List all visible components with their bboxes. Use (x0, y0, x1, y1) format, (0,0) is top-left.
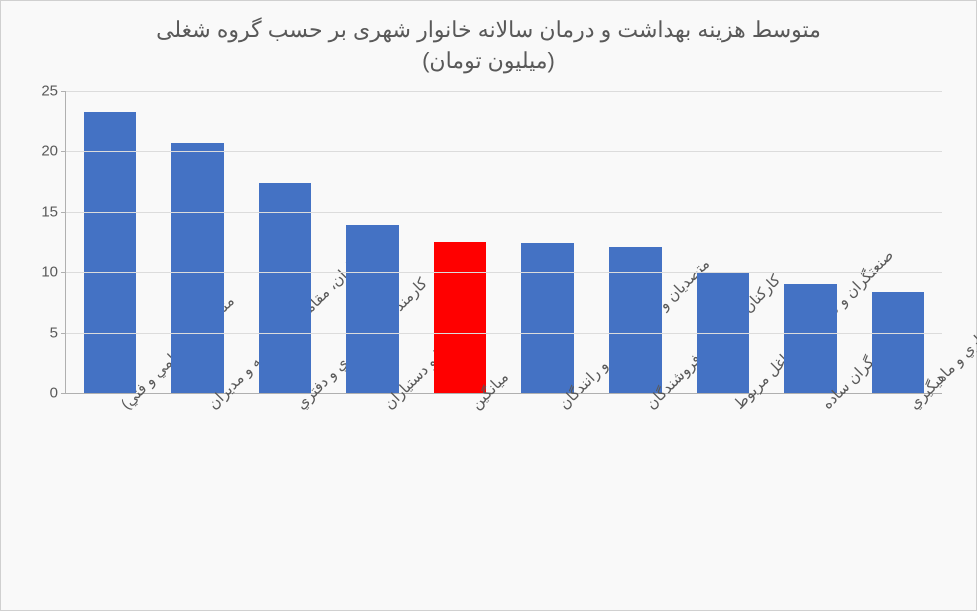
y-tick-label: 0 (50, 385, 66, 402)
bars-wrap: متخصصان (علمي و فني)قانونگذاران، مقامات … (66, 91, 942, 393)
bar (434, 242, 487, 393)
bar-slot: قانونگذاران، مقامات عالي‌رتبه و مديران (154, 91, 242, 393)
y-tick-label: 15 (41, 203, 66, 220)
bar-slot: كاركنان ماهر كشاورزي، جنگلداري و ماهيگير… (854, 91, 942, 393)
plot-area: متخصصان (علمي و فني)قانونگذاران، مقامات … (65, 91, 942, 394)
y-tick-label: 10 (41, 264, 66, 281)
bar-slot: ميانگين (416, 91, 504, 393)
chart-title-line2: (میلیون تومان) (422, 48, 555, 73)
bar-slot: صنعتگران و كاركنان مشاغل مربوط (679, 91, 767, 393)
bar (521, 243, 574, 393)
bar-slot: كارگران ساده (767, 91, 855, 393)
gridline (66, 212, 942, 213)
bar (84, 112, 137, 393)
chart-container: متوسط هزینه بهداشت و درمان سالانه خانوار… (0, 0, 977, 611)
bar-slot: متصديان و مونتاژكاران و رانندگان (504, 91, 592, 393)
y-tick-label: 25 (41, 83, 66, 100)
chart-title-line1: متوسط هزینه بهداشت و درمان سالانه خانوار… (156, 17, 821, 42)
bar-slot: متخصصان (علمي و فني) (66, 91, 154, 393)
gridline (66, 272, 942, 273)
bar (346, 225, 399, 393)
bar (784, 284, 837, 393)
gridline (66, 151, 942, 152)
bar (171, 143, 224, 393)
chart-title: متوسط هزینه بهداشت و درمان سالانه خانوار… (1, 1, 976, 77)
y-tick-label: 20 (41, 143, 66, 160)
bar (259, 183, 312, 393)
bar (609, 247, 662, 393)
bar-slot: تكنسين‌ها و دستياران (329, 91, 417, 393)
bar-slot: كاركنان خدماتي و فروشندگان (592, 91, 680, 393)
bar-slot: كارمندان امور اداري و دفتري (241, 91, 329, 393)
bar (872, 292, 925, 393)
gridline (66, 333, 942, 334)
y-tick-label: 5 (50, 324, 66, 341)
gridline (66, 91, 942, 92)
